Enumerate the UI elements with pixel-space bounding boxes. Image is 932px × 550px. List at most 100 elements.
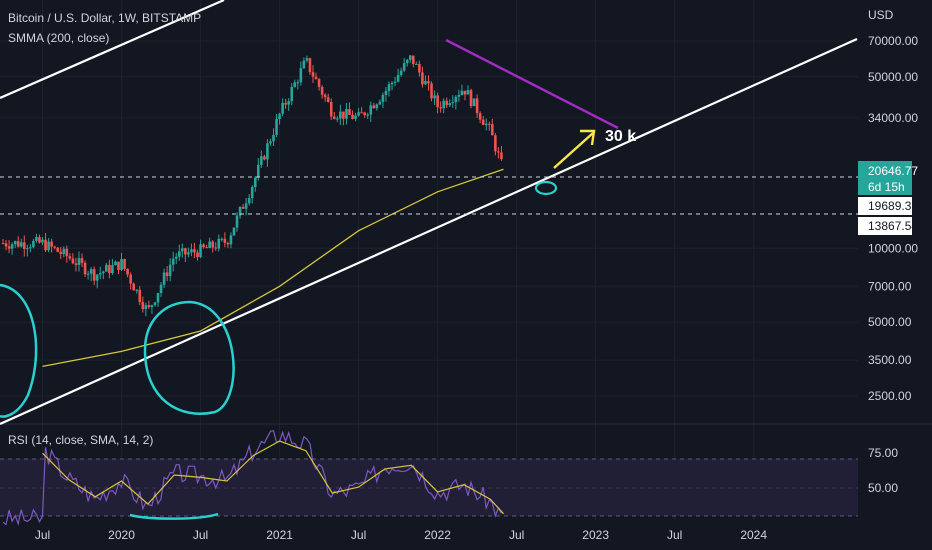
target-label: 30 k (605, 128, 636, 145)
level-lower-label: 13867.54 (868, 219, 918, 233)
candle-body (59, 251, 63, 254)
candle-body (244, 203, 248, 209)
candle-body (80, 258, 84, 263)
candle-body (278, 113, 281, 120)
price-axis[interactable]: 70000.00 50000.00 34000.00 10000.00 7000.00 5… (868, 34, 918, 403)
candle-body (484, 123, 488, 125)
time-tick-label: 2022 (424, 528, 451, 542)
candle-body (329, 101, 333, 117)
candle-body (159, 284, 163, 294)
candle-body (351, 114, 354, 119)
price-tick-label: 50000.00 (868, 70, 918, 84)
candle-body (141, 302, 145, 310)
candle-body (421, 72, 424, 85)
candle-body (74, 263, 78, 265)
candle-body (138, 289, 142, 303)
candle-body (53, 246, 56, 248)
candle-body (451, 102, 455, 104)
candle-body (302, 60, 306, 69)
circle-annotation-left[interactable] (0, 283, 38, 418)
candle-body (494, 135, 497, 152)
candle-body (308, 58, 312, 73)
candle-body (211, 241, 215, 248)
candle-body (445, 100, 449, 106)
candle-body (101, 271, 105, 274)
candle-body (430, 83, 433, 99)
rsi-circle-annotation[interactable] (129, 512, 219, 520)
candle-body (13, 241, 17, 245)
candle-body (205, 247, 208, 249)
circle-annotation-2022[interactable] (534, 180, 558, 196)
candle-body (418, 63, 421, 73)
rsi-title: RSI (14, close, SMA, 14, 2) (8, 433, 153, 447)
candle-body (238, 206, 242, 216)
candle-body (272, 134, 275, 142)
candle-body (387, 84, 391, 91)
candle-body (375, 104, 379, 109)
candle-body (408, 55, 412, 60)
smma-line (42, 168, 504, 368)
candle-body (50, 241, 53, 247)
time-tick-label: Jul (193, 528, 208, 542)
candle-body (469, 90, 473, 107)
candle-body (56, 247, 60, 252)
candle-body (144, 305, 148, 310)
candle-body (263, 156, 266, 160)
price-tick-label: 2500.00 (868, 389, 912, 403)
candle-body (150, 305, 154, 308)
grid (0, 0, 858, 520)
candle-body (214, 247, 218, 249)
candle-body (123, 258, 126, 269)
candle-body (500, 152, 503, 160)
candle-body (105, 264, 108, 272)
circle-annotation-2020[interactable] (143, 300, 235, 415)
candle-body (19, 242, 23, 247)
candle-body (126, 268, 129, 275)
candle-body (177, 251, 181, 257)
candle-body (153, 302, 157, 306)
resistance-line[interactable] (445, 38, 619, 130)
candle-body (10, 244, 14, 249)
candle-body (232, 227, 236, 236)
candle-body (457, 94, 461, 97)
arrow-up-icon[interactable] (553, 129, 596, 169)
candle-body (363, 112, 366, 116)
candle-body (348, 108, 351, 115)
candle-body (481, 119, 485, 125)
candle-body (317, 79, 321, 87)
candle-body (287, 101, 290, 105)
candle-body (326, 97, 330, 102)
time-axis[interactable]: Jul 2020 Jul 2021 Jul 2022 Jul 2023 Jul 2024 (35, 528, 768, 542)
candle-body (369, 105, 373, 115)
candle-body (247, 197, 251, 204)
candle-body (393, 81, 397, 83)
price-tick-label: 3500.00 (868, 353, 912, 367)
candle-body (305, 58, 309, 61)
candle-body (384, 90, 388, 95)
candle-body (250, 187, 254, 198)
candle-body (223, 238, 227, 243)
price-tick-label: 7000.00 (868, 279, 912, 293)
support-trendline[interactable] (0, 37, 858, 426)
candle-body (208, 241, 211, 248)
candle-body (491, 124, 494, 136)
candle-body (98, 273, 102, 275)
upper-channel-line[interactable] (0, 0, 225, 100)
candle-body (360, 112, 363, 114)
candle-body (229, 235, 233, 245)
candle-body (199, 244, 202, 257)
candle-body (275, 119, 278, 135)
level-upper-tag (858, 197, 912, 215)
time-tick-label: 2024 (740, 528, 767, 542)
candle-body (95, 274, 99, 281)
candle-body (342, 111, 345, 119)
level-lower-tag (858, 217, 912, 235)
rsi-sma-line (42, 440, 504, 515)
candle-body (235, 215, 239, 228)
candle-body (165, 272, 169, 277)
candle-body (32, 240, 35, 248)
candle-body (217, 238, 221, 249)
candle-body (487, 123, 491, 125)
currency-label: USD (868, 8, 894, 22)
